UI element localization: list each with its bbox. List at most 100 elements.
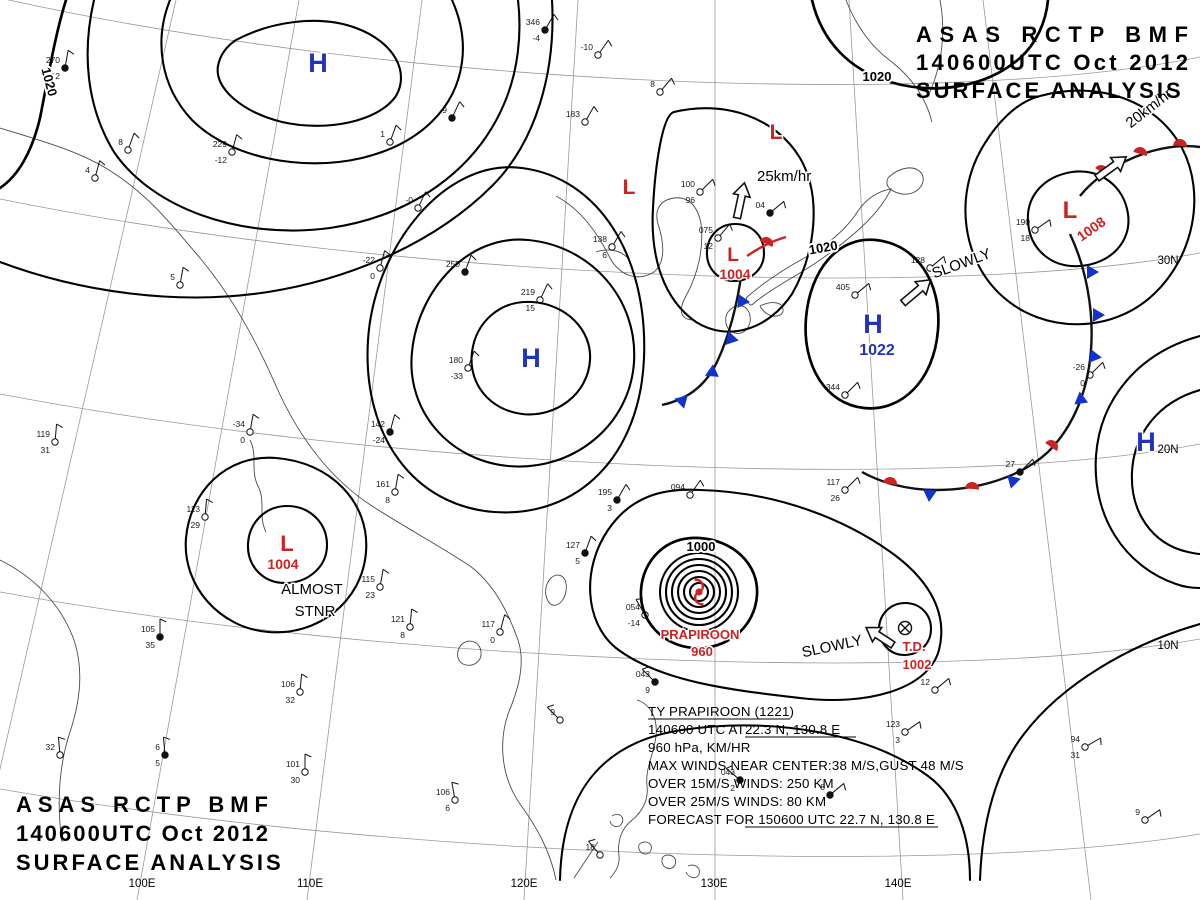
station-circle <box>1081 743 1089 751</box>
station-plot: 250 <box>446 254 477 276</box>
wind-barb-tick <box>590 535 597 542</box>
wind-barb-tick <box>1102 362 1106 370</box>
station-circle <box>901 728 909 736</box>
stationary-annotation: ALMOST <box>281 581 343 598</box>
station-plot: 32 <box>46 736 66 759</box>
wind-barb-shaft <box>204 499 208 514</box>
latitude-line <box>0 788 1200 857</box>
station-value: 219 <box>521 287 535 297</box>
coastline-korea <box>555 195 703 321</box>
station-value: 15 <box>526 303 536 313</box>
station-value: 405 <box>836 282 850 292</box>
wind-barb-shaft <box>1091 361 1104 374</box>
coastline-sakhalin <box>929 0 944 93</box>
station-value: 100 <box>681 179 695 189</box>
wind-barb-shaft <box>409 609 413 624</box>
typhoon-name: PRAPIROON <box>661 627 740 642</box>
wind-barb-shaft <box>1147 809 1161 819</box>
wind-barb-shaft <box>937 678 950 689</box>
station-value: 2 <box>730 783 735 793</box>
coastline-asia-mainland <box>0 127 557 881</box>
wind-barb-tick <box>593 106 599 113</box>
wind-barb-shaft <box>613 231 622 245</box>
station-circle <box>161 751 169 759</box>
station-value: 9 <box>645 685 650 695</box>
station-value: -12 <box>215 155 228 165</box>
station-circle <box>826 791 834 799</box>
cold-front-triangle <box>1089 349 1102 363</box>
station-circle <box>656 88 664 96</box>
station-plot: -34 0 <box>233 413 260 445</box>
station-value: 250 <box>446 259 460 269</box>
station-value: 043 <box>721 767 735 777</box>
movement-annotation: SLOWLY <box>800 632 864 661</box>
station-value: 344 <box>826 382 840 392</box>
isobar <box>160 0 464 165</box>
river-line <box>249 439 267 533</box>
wind-barb-tick <box>547 704 555 708</box>
wind-barb-shaft <box>95 160 101 176</box>
longitude-label: 100E <box>129 878 156 890</box>
wind-barb-shaft <box>932 256 945 267</box>
typhoon-symbol <box>694 578 704 606</box>
wind-barb-shaft <box>832 783 845 794</box>
wind-barb-shaft <box>162 737 166 752</box>
station-value: 106 <box>436 787 450 797</box>
station-value: -22 <box>363 255 376 265</box>
chart-title-line: SURFACE ANALYSIS <box>916 78 1184 103</box>
station-value: 8 <box>650 79 655 89</box>
station-circle <box>91 174 99 182</box>
wind-barb-shaft <box>618 484 627 498</box>
td-pressure: 1002 <box>903 657 932 672</box>
cold-front-triangle <box>1074 391 1089 405</box>
station-plot: 65 <box>155 736 171 768</box>
station-value: 117 <box>481 619 495 629</box>
station-value: 5 <box>170 272 175 282</box>
wind-barb-shaft <box>128 132 135 148</box>
warm-front-semicircle <box>1173 139 1187 147</box>
station-circle <box>926 264 934 272</box>
wind-barb-shaft <box>180 267 184 282</box>
typhoon-info-line: 960 hPa, KM/HR <box>648 740 751 755</box>
station-value: 4 <box>85 165 90 175</box>
station-value: 043 <box>636 669 650 679</box>
station-value: 346 <box>526 17 540 27</box>
station-value: 105 <box>141 624 155 634</box>
station-plot: 183 <box>566 106 599 126</box>
station-value: 9 <box>550 707 555 717</box>
station-circle <box>56 751 64 759</box>
wind-barb-shaft <box>451 782 455 797</box>
station-value: 119 <box>36 429 50 439</box>
wind-barb-shaft <box>719 223 730 236</box>
coastline-island <box>661 854 677 869</box>
station-circle <box>1141 816 1149 824</box>
wind-barb-shaft <box>380 569 384 584</box>
high-center: H <box>863 309 883 339</box>
coastline-taiwan <box>545 574 567 606</box>
wind-barb-shaft <box>846 381 859 394</box>
wind-barb-tick <box>857 477 861 485</box>
warm-front-semicircle <box>965 482 979 490</box>
station-circle <box>301 768 309 776</box>
typhoon-info-line: OVER 25M/S WINDS: 80 KM <box>648 794 826 809</box>
station-circle <box>376 583 384 591</box>
latitude-label: 30N <box>1157 255 1178 267</box>
wind-barb-tick <box>394 414 401 420</box>
wind-barb-tick <box>451 781 459 785</box>
station-value: 190 <box>1016 217 1030 227</box>
typhoon-pressure: 960 <box>691 644 713 659</box>
station-circle <box>414 204 422 212</box>
station-circle <box>386 138 394 146</box>
td-cross-line <box>900 623 910 633</box>
wind-barb-shaft <box>1087 737 1101 746</box>
cold-front-triangle <box>737 294 750 308</box>
latitude-line <box>0 591 1200 664</box>
longitude-label: 120E <box>511 878 538 890</box>
station-circle <box>124 146 132 154</box>
isobar-1000 <box>639 536 759 650</box>
station-value: 31 <box>41 445 51 455</box>
station-circle <box>156 633 164 641</box>
wind-barb-tick <box>607 40 613 47</box>
